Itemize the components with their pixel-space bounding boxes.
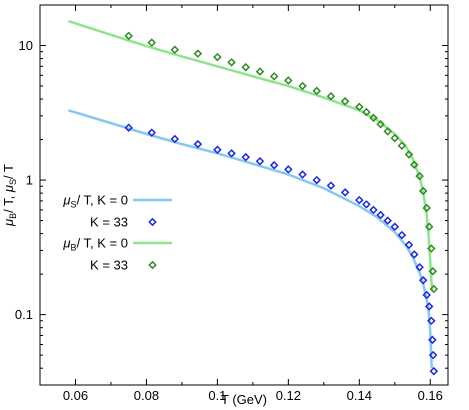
x-tick-label: 0.16 bbox=[418, 388, 443, 403]
x-axis-label: T (GeV) bbox=[221, 392, 267, 407]
data-point bbox=[269, 160, 279, 170]
data-point bbox=[213, 52, 222, 62]
legend: μS/ T, K = 0 K = 33 μB/ T, K = 0 K = 33 bbox=[62, 193, 172, 273]
legend-label: μS/ T, K = 0 bbox=[62, 193, 128, 210]
data-point bbox=[397, 230, 407, 240]
data-point bbox=[362, 107, 371, 117]
x-tick-label: 0.1 bbox=[208, 388, 226, 403]
data-point bbox=[340, 97, 350, 106]
data-point bbox=[428, 350, 438, 360]
x-tick-label: 0.14 bbox=[347, 388, 372, 403]
data-point bbox=[170, 45, 180, 55]
data-point bbox=[422, 203, 431, 213]
x-tick-label: 0.08 bbox=[134, 388, 159, 403]
data-point bbox=[241, 62, 251, 72]
series-line-2 bbox=[67, 19, 434, 292]
y-tick-label: 10 bbox=[19, 38, 33, 53]
data-point bbox=[424, 222, 434, 231]
data-point bbox=[312, 175, 321, 185]
data-point bbox=[383, 127, 392, 136]
data-point bbox=[362, 200, 371, 209]
data-point bbox=[355, 195, 364, 205]
legend-marker-swatch bbox=[148, 260, 157, 270]
legend-label: K = 33 bbox=[90, 215, 128, 230]
data-point bbox=[193, 49, 203, 58]
x-tick-label: 0.12 bbox=[276, 388, 301, 403]
data-point bbox=[410, 250, 419, 259]
data-point bbox=[170, 134, 180, 144]
data-point bbox=[404, 240, 414, 250]
y-tick-label: 0.1 bbox=[15, 307, 33, 322]
data-point bbox=[427, 244, 436, 253]
data-point bbox=[124, 31, 133, 41]
data-point bbox=[255, 67, 265, 76]
data-point bbox=[390, 133, 400, 143]
data-point bbox=[312, 86, 321, 96]
data-point bbox=[227, 58, 236, 67]
data-point bbox=[397, 141, 407, 150]
data-point bbox=[376, 119, 385, 129]
data-point bbox=[227, 149, 236, 158]
axes: 0.06 0.08 0.1 0.12 0.14 0.16 0.1 1 10 bbox=[15, 4, 448, 403]
plot-frame bbox=[39, 4, 449, 386]
data-point bbox=[427, 316, 436, 326]
legend-label: K = 33 bbox=[90, 258, 128, 273]
data-point bbox=[298, 81, 307, 91]
data-point bbox=[415, 262, 424, 272]
data-point bbox=[404, 150, 414, 159]
data-point bbox=[124, 123, 133, 132]
data-point bbox=[213, 145, 222, 155]
data-point bbox=[340, 188, 350, 197]
plot-area bbox=[67, 19, 439, 376]
data-point bbox=[429, 366, 439, 376]
data-point bbox=[241, 152, 251, 162]
data-point bbox=[422, 290, 431, 300]
y-axis-label: μB/ T, μS/ T bbox=[1, 164, 18, 227]
data-point bbox=[424, 302, 434, 311]
data-point bbox=[383, 216, 392, 225]
series-line-0 bbox=[68, 109, 433, 369]
data-point bbox=[415, 171, 424, 181]
data-point bbox=[355, 102, 364, 112]
data-point bbox=[369, 205, 378, 215]
data-point bbox=[418, 276, 428, 285]
legend-marker-swatch bbox=[148, 217, 157, 227]
data-point bbox=[255, 156, 265, 166]
data-point bbox=[193, 139, 203, 149]
data-point bbox=[147, 128, 157, 137]
x-tick-label: 0.06 bbox=[63, 388, 88, 403]
data-point bbox=[298, 170, 307, 179]
data-point bbox=[269, 72, 279, 81]
data-point bbox=[410, 160, 419, 170]
data-point bbox=[428, 335, 437, 345]
data-point bbox=[429, 284, 439, 294]
data-point bbox=[326, 181, 336, 190]
data-point bbox=[147, 38, 157, 47]
data-point bbox=[284, 76, 293, 85]
data-point bbox=[369, 113, 378, 123]
y-tick-label: 1 bbox=[26, 173, 33, 188]
data-point bbox=[390, 222, 400, 231]
legend-label: μB/ T, K = 0 bbox=[62, 236, 128, 253]
data-point bbox=[418, 186, 428, 196]
data-point bbox=[284, 165, 293, 174]
data-point bbox=[326, 91, 336, 101]
data-point bbox=[376, 210, 385, 220]
data-point bbox=[428, 267, 438, 276]
